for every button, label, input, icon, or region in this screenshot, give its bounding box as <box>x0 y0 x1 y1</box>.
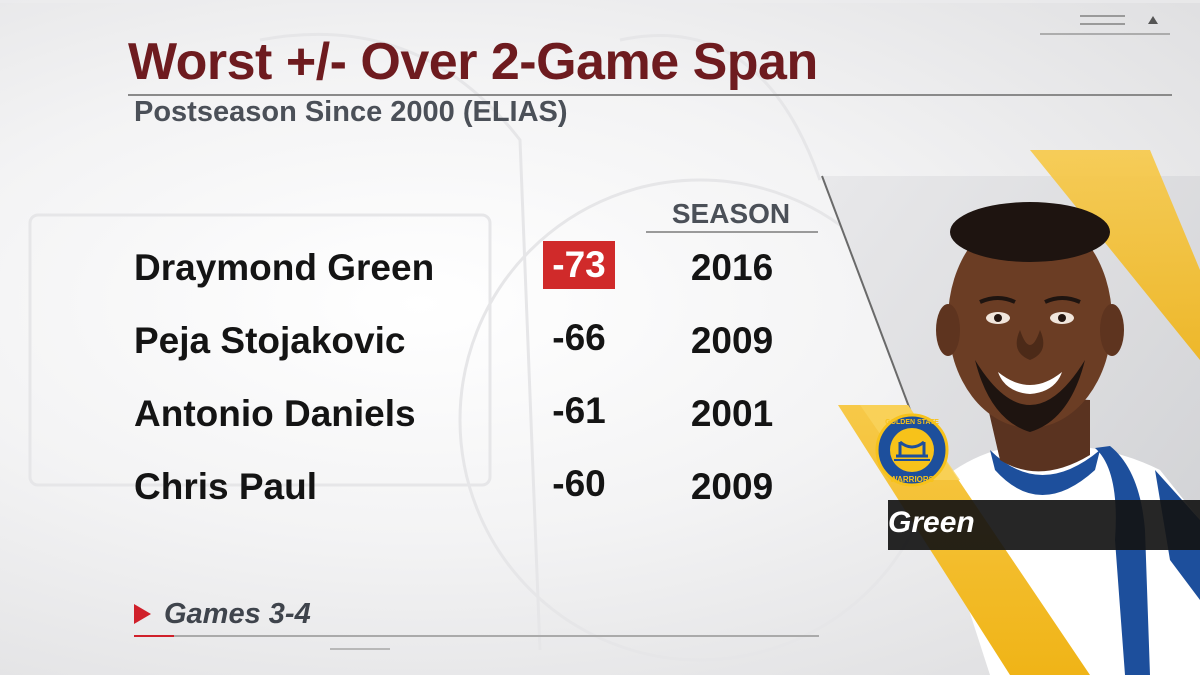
table-row: Antonio Daniels -61 2001 <box>0 387 820 443</box>
title-divider <box>128 94 1172 96</box>
season-header-divider <box>646 231 818 233</box>
warriors-logo: GOLDEN STATE WARRIORS <box>875 413 949 487</box>
accent-stripe-top <box>1030 150 1200 360</box>
graphic-subtitle: Postseason Since 2000 (ELIAS) <box>134 96 568 128</box>
season-value: 2009 <box>690 466 774 507</box>
table-row: Chris Paul -60 2009 <box>0 460 820 516</box>
player-name-plate: Green <box>870 500 1200 550</box>
name-plate-band <box>888 500 1200 550</box>
plus-minus-value: -61 <box>552 390 606 431</box>
plus-minus-value: -60 <box>552 463 606 504</box>
player-name: Peja Stojakovic <box>134 320 406 361</box>
menu-lines-icon <box>1040 15 1170 35</box>
table-row: Draymond Green -73 2016 <box>0 241 820 297</box>
table-row: Peja Stojakovic -66 2009 <box>0 314 820 370</box>
season-value: 2001 <box>690 393 774 434</box>
plus-minus-value: -66 <box>552 317 606 358</box>
graphic-title: Worst +/- Over 2-Game Span <box>128 33 818 91</box>
season-value: 2009 <box>690 320 774 361</box>
bottom-divider-accent <box>134 635 174 637</box>
footnote-text: Games 3-4 <box>164 598 311 630</box>
logo-text-top: GOLDEN STATE <box>885 419 939 426</box>
player-name: Antonio Daniels <box>134 393 416 434</box>
bottom-divider-short <box>330 648 390 650</box>
plus-minus-value-highlighted: -73 <box>543 241 615 289</box>
player-name: Draymond Green <box>134 247 435 288</box>
player-name: Chris Paul <box>134 466 317 507</box>
season-value: 2016 <box>690 247 774 288</box>
season-column-header: SEASON <box>671 198 791 229</box>
player-name-label: Green <box>888 506 975 539</box>
bottom-divider <box>134 635 819 637</box>
logo-text-bottom: WARRIORS <box>890 475 935 484</box>
play-triangle-icon <box>134 604 151 624</box>
